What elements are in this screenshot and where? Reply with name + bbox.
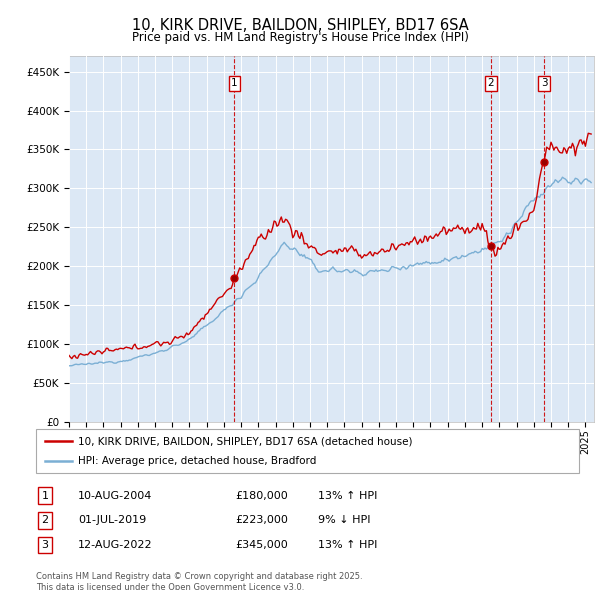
Text: 1: 1: [231, 78, 238, 88]
Text: 12-AUG-2022: 12-AUG-2022: [78, 540, 152, 550]
Text: 3: 3: [41, 540, 49, 550]
Text: £223,000: £223,000: [235, 516, 288, 525]
Text: £345,000: £345,000: [235, 540, 288, 550]
Text: 10-AUG-2004: 10-AUG-2004: [78, 491, 152, 500]
Text: 9% ↓ HPI: 9% ↓ HPI: [318, 516, 371, 525]
Text: 10, KIRK DRIVE, BAILDON, SHIPLEY, BD17 6SA: 10, KIRK DRIVE, BAILDON, SHIPLEY, BD17 6…: [131, 18, 469, 32]
Text: 01-JUL-2019: 01-JUL-2019: [78, 516, 146, 525]
Text: 2: 2: [41, 516, 49, 525]
Text: 3: 3: [541, 78, 548, 88]
Text: 13% ↑ HPI: 13% ↑ HPI: [318, 491, 377, 500]
Text: HPI: Average price, detached house, Bradford: HPI: Average price, detached house, Brad…: [78, 456, 316, 466]
Text: £180,000: £180,000: [235, 491, 288, 500]
Text: Price paid vs. HM Land Registry's House Price Index (HPI): Price paid vs. HM Land Registry's House …: [131, 31, 469, 44]
Text: 2: 2: [487, 78, 494, 88]
Text: Contains HM Land Registry data © Crown copyright and database right 2025.
This d: Contains HM Land Registry data © Crown c…: [36, 572, 362, 590]
Text: 13% ↑ HPI: 13% ↑ HPI: [318, 540, 377, 550]
Text: 1: 1: [41, 491, 49, 500]
Text: 10, KIRK DRIVE, BAILDON, SHIPLEY, BD17 6SA (detached house): 10, KIRK DRIVE, BAILDON, SHIPLEY, BD17 6…: [78, 437, 413, 446]
